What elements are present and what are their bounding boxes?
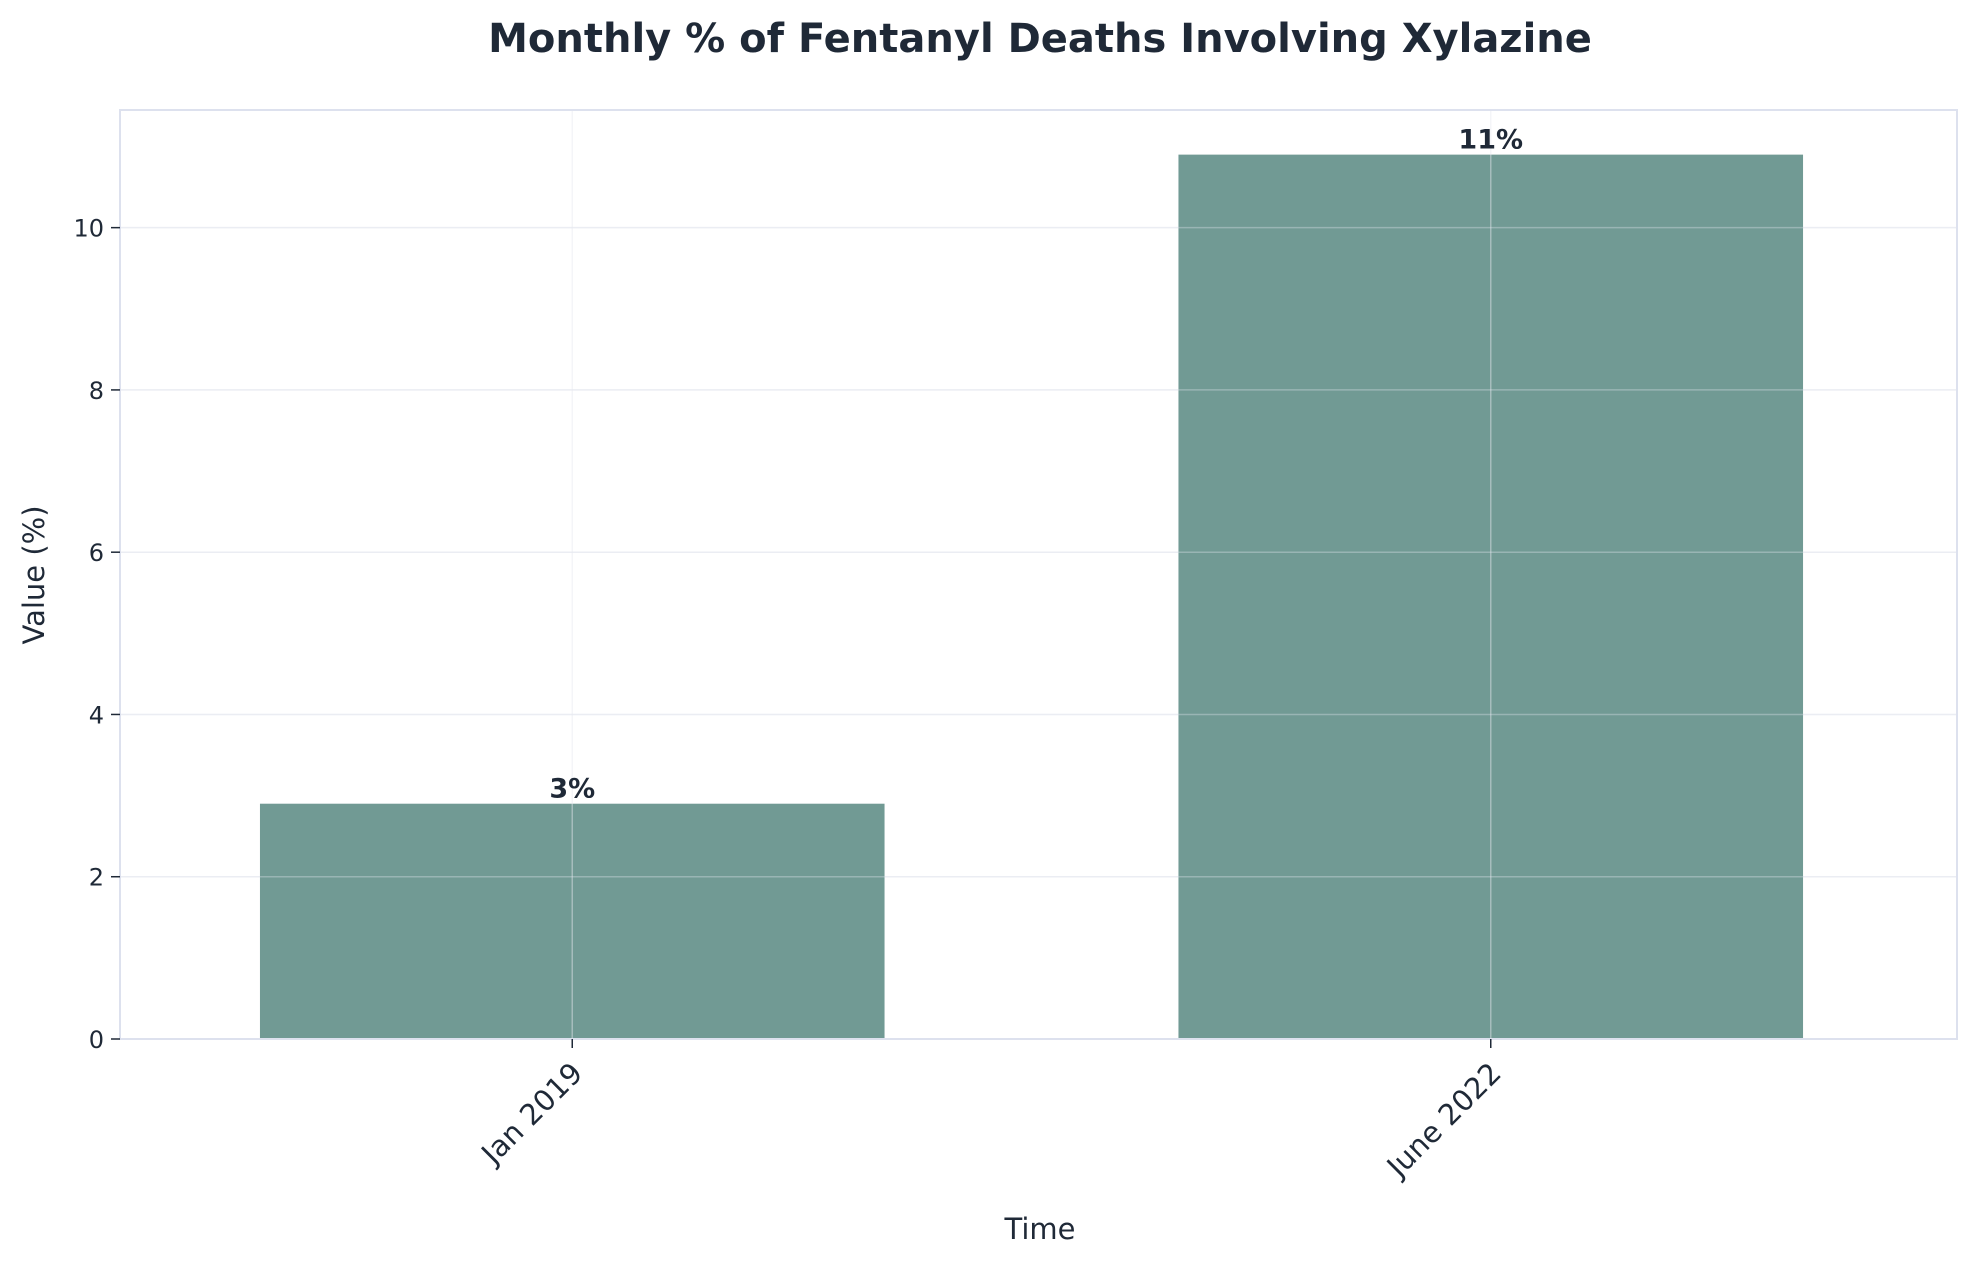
- x-tick-label: Jan 2019: [473, 1056, 589, 1172]
- y-tick-label: 2: [89, 864, 104, 892]
- x-axis: Jan 2019 June 2022: [473, 1039, 1508, 1185]
- data-label: 11%: [1458, 125, 1523, 156]
- x-axis-label: Time: [1004, 1212, 1076, 1246]
- data-label: 3%: [549, 774, 595, 805]
- plot-frame: [119, 109, 1958, 1040]
- y-tick-label: 4: [89, 701, 104, 729]
- y-tick-label: 10: [73, 215, 104, 243]
- y-axis: 0 2 4 6 8 10: [73, 215, 120, 1054]
- x-tick-label: June 2022: [1379, 1056, 1508, 1185]
- data-labels: 3% 11%: [549, 125, 1523, 805]
- y-tick-label: 0: [89, 1026, 104, 1054]
- y-tick-label: 6: [89, 539, 104, 567]
- bar: [259, 803, 885, 1039]
- bar: [1178, 154, 1804, 1039]
- bars: [259, 154, 1804, 1039]
- chart-title: Monthly % of Fentanyl Deaths Involving X…: [488, 16, 1592, 62]
- y-axis-label: Value (%): [17, 505, 51, 644]
- y-tick-label: 8: [89, 377, 104, 405]
